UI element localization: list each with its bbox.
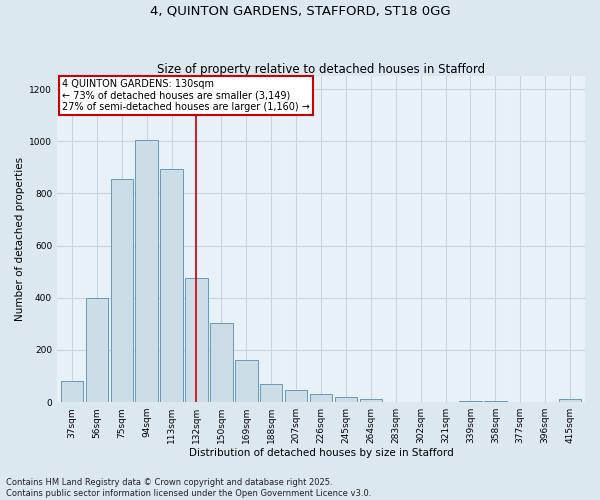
Text: 4 QUINTON GARDENS: 130sqm
← 73% of detached houses are smaller (3,149)
27% of se: 4 QUINTON GARDENS: 130sqm ← 73% of detac… xyxy=(62,78,310,112)
Bar xyxy=(110,179,133,402)
Bar xyxy=(285,390,307,402)
Bar xyxy=(310,394,332,402)
X-axis label: Distribution of detached houses by size in Stafford: Distribution of detached houses by size … xyxy=(188,448,454,458)
Bar xyxy=(235,360,257,402)
Y-axis label: Number of detached properties: Number of detached properties xyxy=(15,157,25,321)
Bar xyxy=(136,140,158,402)
Bar xyxy=(210,322,233,402)
Bar xyxy=(86,298,108,402)
Bar xyxy=(185,278,208,402)
Bar xyxy=(359,399,382,402)
Text: 4, QUINTON GARDENS, STAFFORD, ST18 0GG: 4, QUINTON GARDENS, STAFFORD, ST18 0GG xyxy=(149,5,451,18)
Bar xyxy=(260,384,283,402)
Bar xyxy=(459,401,482,402)
Bar xyxy=(160,168,183,402)
Bar xyxy=(335,398,357,402)
Bar xyxy=(559,400,581,402)
Title: Size of property relative to detached houses in Stafford: Size of property relative to detached ho… xyxy=(157,63,485,76)
Text: Contains HM Land Registry data © Crown copyright and database right 2025.
Contai: Contains HM Land Registry data © Crown c… xyxy=(6,478,371,498)
Bar xyxy=(61,381,83,402)
